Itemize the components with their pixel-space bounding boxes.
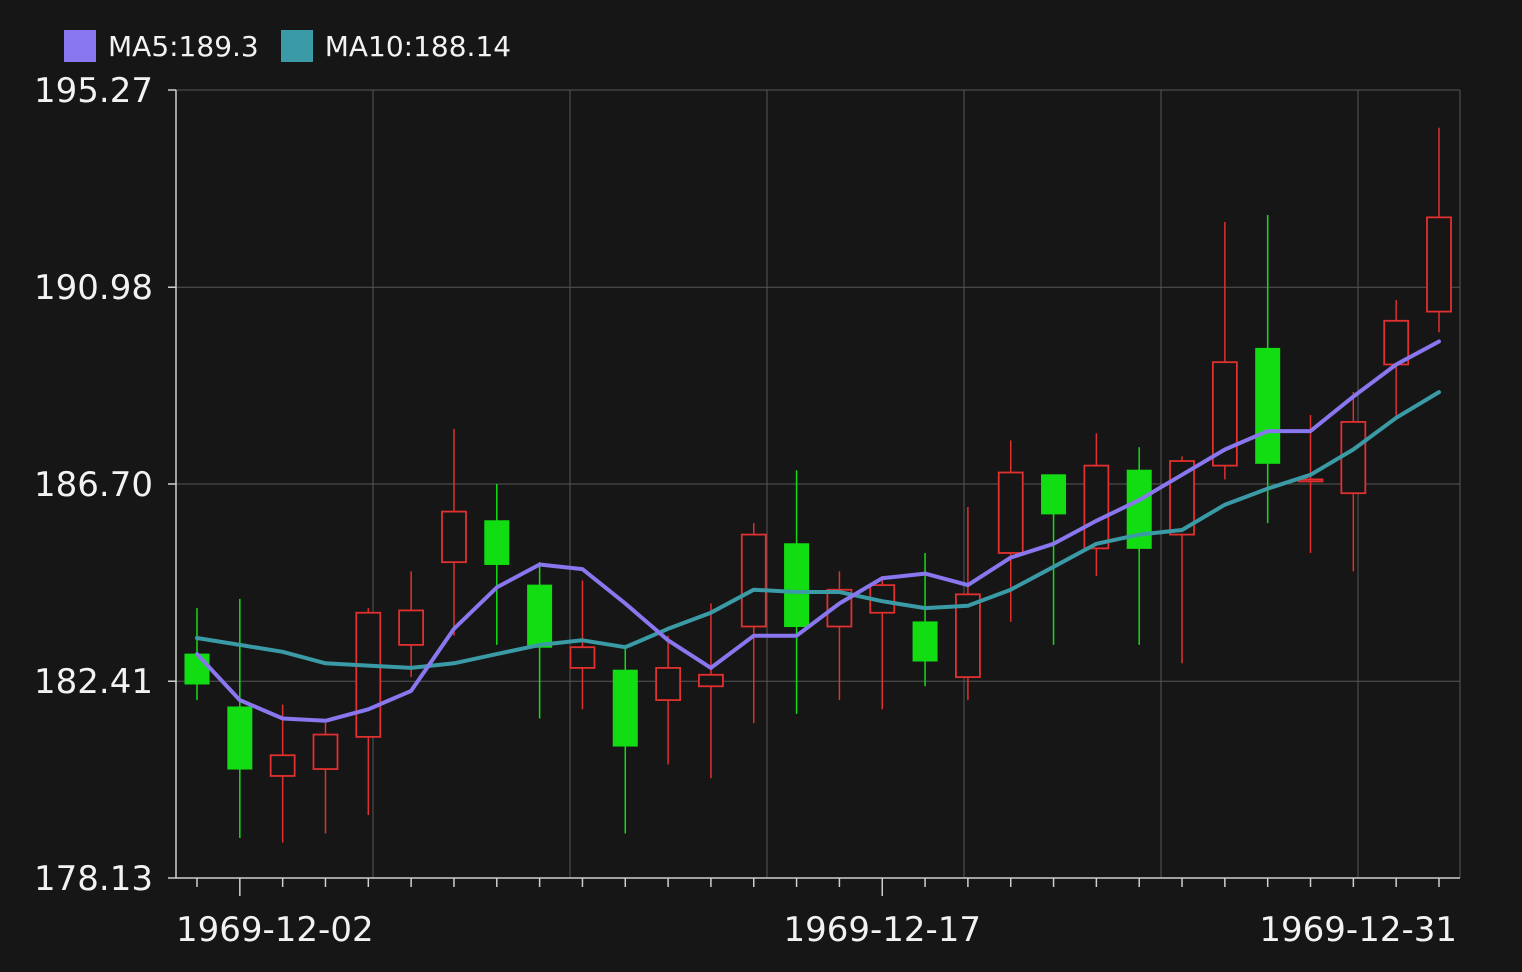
- candle-body: [1297, 478, 1324, 483]
- candle-body: [355, 611, 382, 738]
- candle: [1083, 433, 1110, 576]
- candle-body: [740, 533, 767, 628]
- legend-item-ma10[interactable]: MA10:188.14: [280, 29, 512, 63]
- candle-body: [227, 706, 253, 770]
- candle: [954, 506, 981, 701]
- candle-body: [1255, 347, 1281, 464]
- candle-body: [484, 520, 510, 565]
- candle-body: [997, 471, 1024, 554]
- x-tick-label: 1969-12-02: [176, 910, 374, 950]
- candle: [912, 552, 938, 687]
- grid: [176, 89, 1461, 879]
- candle-body: [954, 593, 981, 678]
- candle-body: [269, 754, 296, 777]
- axes: [168, 89, 1460, 896]
- y-tick-label: 195.27: [34, 71, 153, 111]
- candle-body: [655, 666, 682, 701]
- legend-label-ma5: MA5:189.3: [108, 29, 259, 63]
- y-tick-label: 178.13: [34, 859, 153, 899]
- y-tick-label: 182.41: [34, 662, 153, 702]
- candle-body: [398, 609, 425, 646]
- candle: [740, 523, 767, 724]
- legend-item-ma5[interactable]: MA5:189.3: [64, 30, 259, 63]
- candle: [1340, 392, 1367, 572]
- candle-body: [1041, 474, 1067, 515]
- x-axis-ticks: 1969-12-02 1969-12-17 1969-12-31: [176, 910, 1457, 950]
- candle: [1041, 474, 1067, 645]
- candle-body: [312, 733, 339, 770]
- moving-average-lines: [195, 339, 1441, 723]
- candle: [1169, 456, 1195, 664]
- ma10-line: [195, 390, 1441, 670]
- y-tick-label: 190.98: [34, 268, 153, 308]
- candle: [1211, 221, 1238, 480]
- candles: [184, 127, 1452, 843]
- candle: [484, 484, 510, 645]
- candle: [355, 608, 382, 816]
- candle-body: [1083, 464, 1110, 550]
- y-tick-label: 186.70: [34, 465, 153, 505]
- candle-body: [441, 510, 467, 564]
- candle-body: [569, 646, 596, 669]
- legend-swatch-ma5: [64, 30, 96, 62]
- candle: [698, 603, 724, 779]
- candle: [312, 723, 339, 834]
- candle-body: [698, 673, 724, 688]
- candle: [612, 644, 638, 834]
- candle: [269, 704, 296, 843]
- legend-swatch-ma10: [280, 30, 313, 62]
- candle: [1126, 447, 1152, 645]
- candle: [441, 428, 467, 636]
- candle: [227, 598, 253, 839]
- candle-body: [1426, 216, 1452, 313]
- candle-body: [912, 621, 938, 662]
- candle-body: [527, 584, 553, 648]
- ma5-line: [195, 339, 1441, 723]
- candle: [1426, 127, 1452, 333]
- legend-label-ma10: MA10:188.14: [324, 29, 512, 63]
- x-tick-label: 1969-12-31: [1259, 910, 1457, 950]
- candle-body: [184, 653, 210, 685]
- candle: [398, 571, 425, 678]
- candle: [869, 575, 896, 710]
- candle-body: [784, 543, 810, 628]
- candle: [527, 562, 553, 719]
- x-tick-label: 1969-12-17: [783, 910, 981, 950]
- candle-body: [612, 669, 638, 747]
- legend: MA5:189.3 MA10:188.14: [64, 28, 511, 64]
- candle: [569, 580, 596, 710]
- candle: [1255, 215, 1281, 524]
- candle: [655, 635, 682, 765]
- candle-body: [1340, 421, 1367, 495]
- y-axis-ticks: 178.13 182.41 186.70 190.98 195.27: [34, 71, 153, 899]
